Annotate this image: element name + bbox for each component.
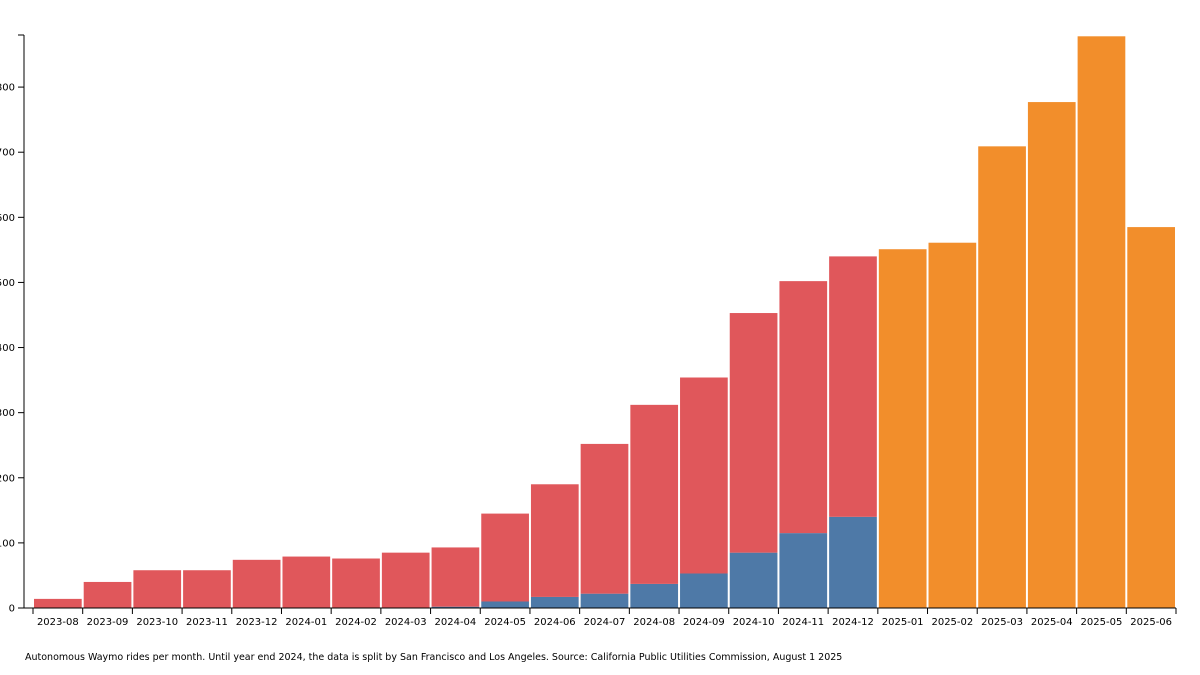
x-tick-label-2024-12: 2024-12 [832, 617, 874, 628]
x-tick-label-2024-06: 2024-06 [534, 617, 576, 628]
x-tick-label-2024-04: 2024-04 [435, 617, 477, 628]
bar-2024-04-s0 [431, 606, 480, 608]
bar-2024-11-s1 [779, 281, 828, 534]
y-tick-label-200: 200 [0, 473, 15, 484]
bar-2023-11-s1 [183, 570, 231, 608]
y-tick-label-500: 500 [0, 278, 15, 289]
x-tick-label-2025-01: 2025-01 [882, 617, 924, 628]
bar-2025-01-s2 [878, 249, 927, 608]
bar-2024-02-s1 [332, 558, 380, 608]
bar-2024-12-s0 [829, 516, 877, 608]
bar-2023-12-s1 [232, 559, 281, 608]
bar-2024-01-s1 [282, 556, 331, 608]
y-tick-label-100: 100 [0, 538, 15, 549]
bar-2024-07-s1 [580, 443, 629, 594]
y-tick-label-300: 300 [0, 408, 15, 419]
bar-2024-05-s1 [481, 513, 529, 602]
bar-2024-10-s0 [729, 552, 778, 608]
y-tick-label-0: 0 [9, 604, 15, 615]
bar-2024-04-s1 [431, 547, 480, 607]
x-tick-label-2023-11: 2023-11 [186, 617, 228, 628]
bar-2025-05-s2 [1077, 36, 1126, 609]
x-tick-label-2023-09: 2023-09 [87, 617, 129, 628]
x-tick-label-2024-09: 2024-09 [683, 617, 725, 628]
bar-2023-08-s1 [34, 598, 82, 608]
bar-2023-09-s1 [83, 581, 132, 608]
bar-2024-08-s1 [630, 404, 679, 584]
x-tick-label-2024-05: 2024-05 [484, 617, 526, 628]
x-tick-label-2024-11: 2024-11 [782, 617, 824, 628]
bar-2024-07-s0 [580, 593, 629, 608]
bar-2024-03-s1 [381, 552, 430, 608]
x-tick-label-2024-03: 2024-03 [385, 617, 427, 628]
x-tick-label-2024-02: 2024-02 [335, 617, 377, 628]
x-tick-label-2024-08: 2024-08 [633, 617, 675, 628]
x-tick-label-2025-04: 2025-04 [1031, 617, 1073, 628]
x-tick-label-2025-05: 2025-05 [1081, 617, 1123, 628]
bar-2024-10-s1 [729, 313, 778, 553]
bar-group [34, 36, 1175, 609]
x-tick-label-2023-10: 2023-10 [136, 617, 178, 628]
bar-2024-09-s0 [680, 573, 728, 608]
bar-2024-12-s1 [829, 256, 877, 517]
x-tick-label-2023-12: 2023-12 [236, 617, 278, 628]
bar-2024-08-s0 [630, 583, 679, 608]
x-tick-label-2025-06: 2025-06 [1130, 617, 1172, 628]
bar-2024-06-s0 [530, 596, 579, 608]
bar-2025-04-s2 [1027, 102, 1076, 608]
y-tick-label-600: 600 [0, 213, 15, 224]
bar-2024-05-s0 [481, 601, 529, 608]
bar-2024-06-s1 [530, 484, 579, 597]
y-tick-label-700: 700 [0, 148, 15, 159]
x-tick-label-2025-02: 2025-02 [931, 617, 973, 628]
x-tick-label-2023-08: 2023-08 [37, 617, 79, 628]
bar-2025-02-s2 [928, 242, 977, 608]
bar-2024-09-s1 [680, 377, 728, 574]
bar-2024-11-s0 [779, 533, 828, 608]
y-tick-label-800: 800 [0, 83, 15, 94]
bar-2023-10-s1 [133, 570, 182, 608]
y-axis: 0 100 200 300 400 500 600 700 800 [0, 34, 25, 615]
x-tick-label-2024-07: 2024-07 [584, 617, 626, 628]
x-tick-label-2024-01: 2024-01 [285, 617, 327, 628]
x-tick-label-2025-03: 2025-03 [981, 617, 1023, 628]
bar-2025-06-s2 [1127, 227, 1175, 608]
x-tick-label-2024-10: 2024-10 [733, 617, 775, 628]
x-axis: 2023-08 2023-09 2023-10 2023-11 2023-12 2024-… [24, 607, 1177, 628]
bar-2025-03-s2 [978, 146, 1026, 608]
chart-caption: Autonomous Waymo rides per month. Until … [25, 652, 843, 663]
y-tick-label-400: 400 [0, 343, 15, 354]
